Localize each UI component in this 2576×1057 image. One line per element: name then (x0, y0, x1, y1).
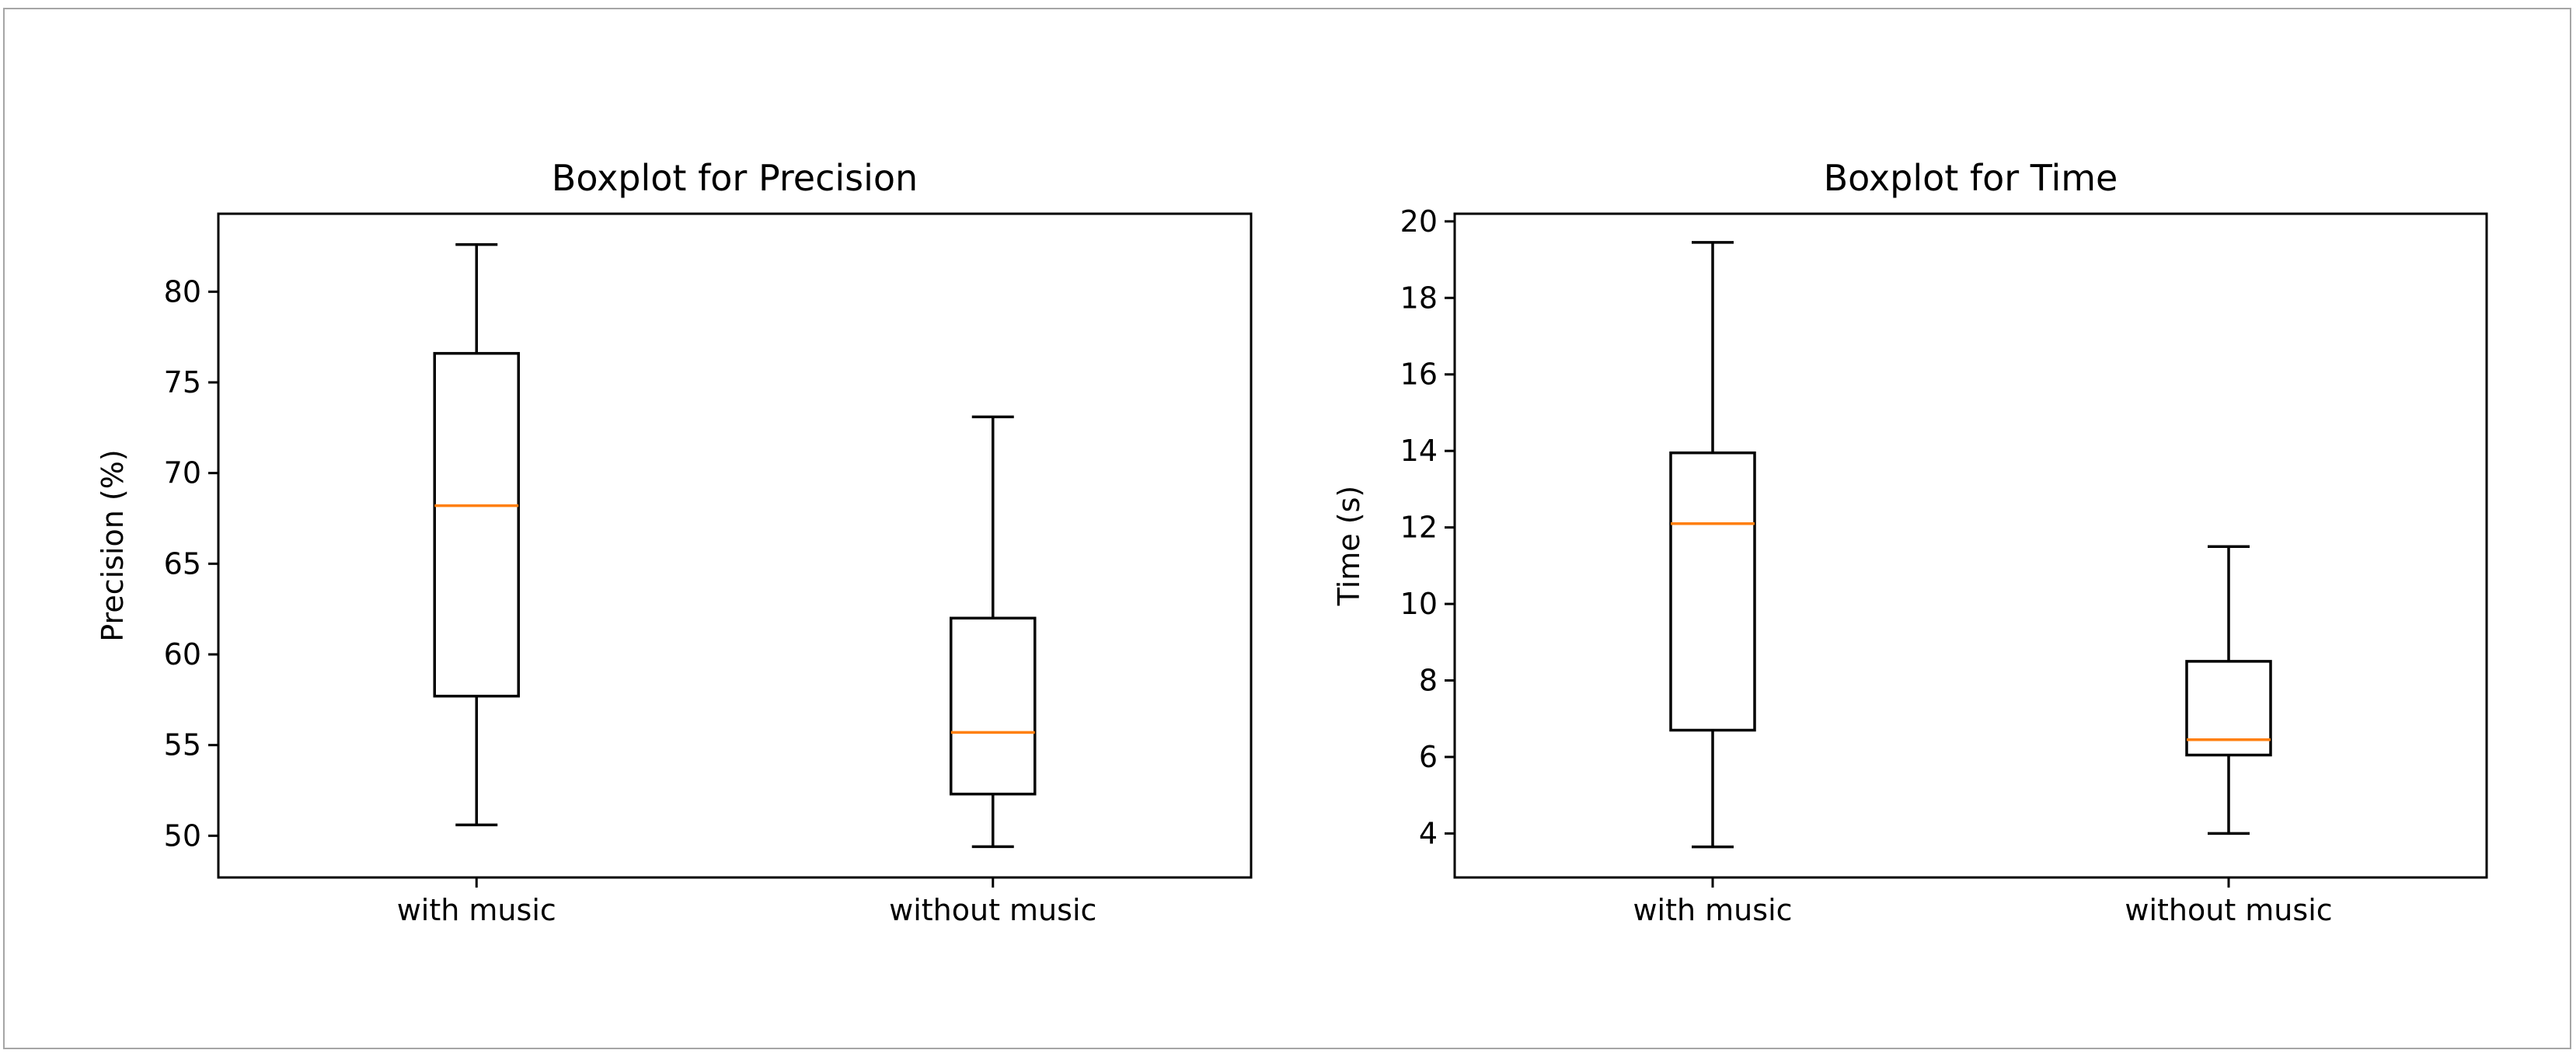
chart-panel-1: Boxplot for Time Time (s) 4 6 8 10 12 14 16 18 20 w… (1332, 157, 2488, 927)
y-tick-label: 20 (1400, 204, 1438, 239)
y-tick-label: 75 (164, 365, 201, 399)
plot-frame (217, 212, 1253, 879)
iqr-box (433, 351, 520, 698)
y-tick-label: 80 (164, 274, 201, 309)
y-tick-label: 50 (164, 818, 201, 853)
figure-frame (3, 8, 2571, 1049)
box-0 (1669, 241, 1756, 849)
chart-panel-0: Boxplot for Precision Precision (%) 50 55 60… (96, 157, 1253, 927)
y-tick-label: 16 (1400, 358, 1438, 392)
iqr-box (1669, 451, 1756, 732)
y-tick-label: 6 (1419, 740, 1438, 774)
y-tick-label: 70 (164, 456, 201, 490)
y-tick-label: 60 (164, 637, 201, 672)
y-tick-label: 14 (1400, 434, 1438, 468)
x-tick-label: without music (2125, 893, 2332, 927)
iqr-box (950, 616, 1037, 796)
y-tick-label: 65 (164, 546, 201, 581)
y-tick-label: 10 (1400, 587, 1438, 621)
box-1 (2185, 545, 2272, 835)
y-tick-label: 4 (1419, 816, 1438, 850)
chart-title: Boxplot for Precision (552, 157, 918, 199)
y-tick-label: 55 (164, 728, 201, 762)
y-tick-label: 12 (1400, 511, 1438, 545)
chart-title: Boxplot for Time (1824, 157, 2118, 199)
x-tick-label: with music (1633, 893, 1792, 927)
y-tick-label: 18 (1400, 281, 1438, 315)
iqr-box (2185, 660, 2272, 757)
y-axis-label: Precision (%) (96, 449, 130, 641)
box-0 (433, 242, 520, 827)
x-tick-label: without music (889, 893, 1096, 927)
y-tick-label: 8 (1419, 664, 1438, 698)
box-1 (950, 415, 1037, 849)
y-axis-label: Time (s) (1332, 486, 1366, 607)
plot-frame (1453, 212, 2488, 879)
x-tick-label: with music (397, 893, 556, 927)
